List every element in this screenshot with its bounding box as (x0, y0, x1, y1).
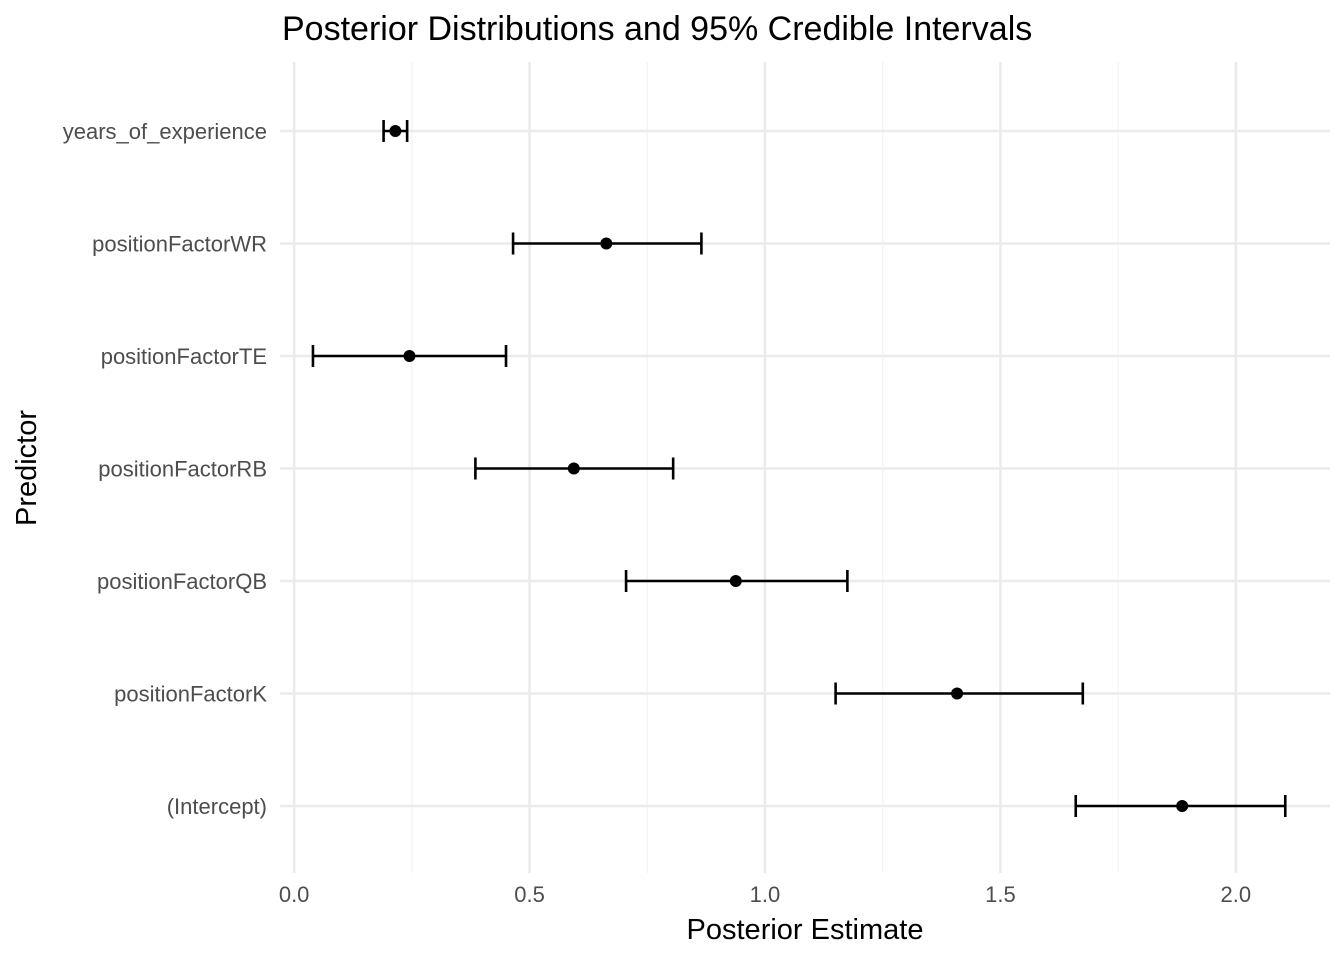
x-tick-label: 0.0 (279, 882, 310, 907)
estimate-point (729, 575, 742, 587)
estimate-point (403, 350, 416, 362)
y-tick-label: positionFactorTE (101, 344, 267, 369)
y-tick-label: (Intercept) (167, 794, 267, 819)
x-tick-label: 1.0 (750, 882, 781, 907)
grid (280, 62, 1330, 873)
y-tick-label: positionFactorRB (98, 457, 267, 482)
y-tick-label: positionFactorWR (92, 232, 267, 257)
data-marks (311, 120, 1287, 817)
x-tick-labels: 0.0 0.5 1.0 1.5 2.0 (279, 882, 1251, 907)
x-tick-label: 0.5 (514, 882, 545, 907)
y-tick-labels: years_of_experience positionFactorWR posit… (63, 119, 268, 819)
estimate-point (600, 237, 613, 250)
y-tick-label: years_of_experience (63, 119, 267, 144)
y-tick-label: positionFactorQB (97, 569, 267, 594)
estimate-point (951, 687, 964, 700)
x-tick-label: 1.5 (985, 882, 1016, 907)
y-tick-label: positionFactorK (114, 682, 267, 707)
x-axis-title: Posterior Estimate (687, 914, 924, 946)
chart-title: Posterior Distributions and 95% Credible… (282, 10, 1032, 48)
x-tick-label: 2.0 (1221, 882, 1252, 907)
estimate-point (389, 125, 402, 137)
estimate-point (1176, 800, 1189, 812)
estimate-point (567, 462, 580, 475)
y-axis-title: Predictor (11, 410, 43, 526)
